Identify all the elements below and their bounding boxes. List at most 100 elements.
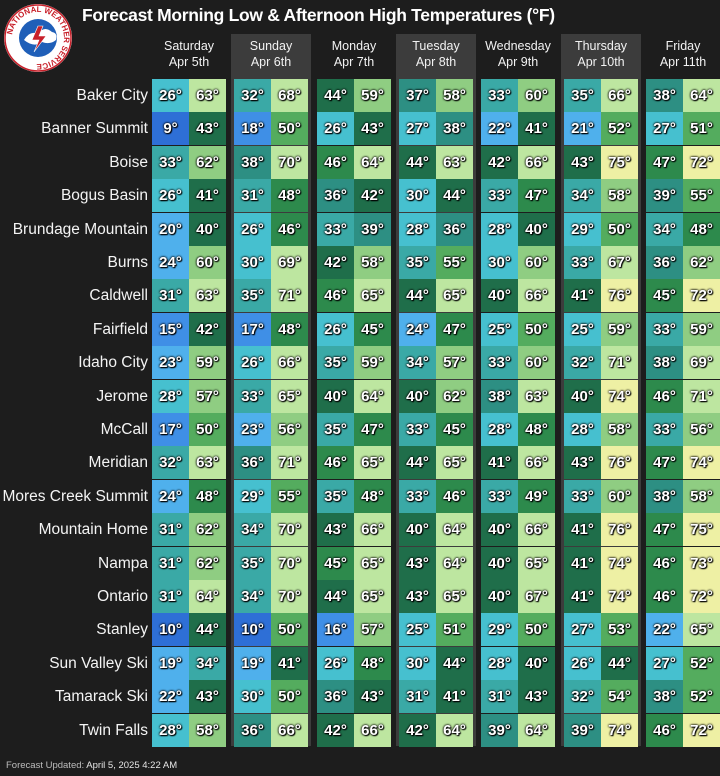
high-temp-cell: 65°	[354, 547, 391, 580]
high-temp-cell: 48°	[189, 480, 226, 513]
high-temp-cell: 64°	[436, 714, 473, 747]
low-temp-cell: 30°	[481, 246, 518, 279]
low-temp-cell: 40°	[317, 380, 354, 413]
day-header-row: Saturday Apr 5th Sunday Apr 6th Monday Apr 7t…	[0, 38, 720, 76]
low-temp-cell: 46°	[317, 279, 354, 312]
high-temp-cell: 52°	[601, 112, 638, 145]
low-temp-cell: 46°	[646, 714, 683, 747]
low-temp-cell: 35°	[317, 413, 354, 446]
high-temp-cell: 66°	[518, 279, 555, 312]
high-temp-cell: 47°	[436, 313, 473, 346]
high-temp-cell: 65°	[354, 279, 391, 312]
high-temp-cell: 64°	[683, 79, 720, 112]
high-temp-cell: 45°	[436, 413, 473, 446]
high-temp-cell: 56°	[271, 413, 308, 446]
high-temp-cell: 39°	[354, 213, 391, 246]
low-temp-cell: 32°	[564, 346, 601, 379]
high-temp-cell: 55°	[436, 246, 473, 279]
low-temp-cell: 40°	[481, 279, 518, 312]
day-header: Saturday Apr 5th	[152, 38, 226, 70]
low-temp-cell: 33°	[481, 480, 518, 513]
high-temp-cell: 63°	[189, 446, 226, 479]
low-temp-cell: 35°	[234, 279, 271, 312]
low-temp-cell: 30°	[399, 179, 436, 212]
location-name: Banner Summit	[41, 120, 148, 137]
low-temp-cell: 33°	[399, 480, 436, 513]
low-temp-cell: 31°	[152, 513, 189, 546]
location-name: Sun Valley Ski	[49, 655, 148, 672]
high-temp-cell: 64°	[436, 547, 473, 580]
high-temp-cell: 42°	[354, 179, 391, 212]
table-row: Twin Falls 28° 58° 36° 66° 42° 66° 42° 64° 39° 64°…	[0, 714, 720, 747]
table-row: Caldwell 31° 63° 35° 71° 46° 65° 44° 65° 40° 66° 41…	[0, 279, 720, 312]
low-temp-cell: 33°	[481, 79, 518, 112]
low-temp-cell: 38°	[646, 480, 683, 513]
low-temp-cell: 37°	[399, 79, 436, 112]
high-temp-cell: 71°	[271, 446, 308, 479]
low-temp-cell: 43°	[564, 146, 601, 179]
low-temp-cell: 25°	[564, 313, 601, 346]
table-row: Nampa 31° 62° 35° 70° 45° 65° 43° 64° 40° 65° 41° 74…	[0, 547, 720, 580]
low-temp-cell: 31°	[234, 179, 271, 212]
low-temp-cell: 41°	[564, 580, 601, 613]
high-temp-cell: 66°	[518, 513, 555, 546]
high-temp-cell: 62°	[189, 513, 226, 546]
high-temp-cell: 43°	[189, 112, 226, 145]
low-temp-cell: 29°	[481, 613, 518, 646]
low-temp-cell: 31°	[481, 680, 518, 713]
low-temp-cell: 44°	[399, 446, 436, 479]
low-temp-cell: 27°	[399, 112, 436, 145]
high-temp-cell: 70°	[271, 513, 308, 546]
high-temp-cell: 65°	[354, 580, 391, 613]
day-name: Thursday	[574, 39, 628, 53]
high-temp-cell: 48°	[683, 213, 720, 246]
high-temp-cell: 45°	[354, 313, 391, 346]
day-date: Apr 9th	[497, 55, 539, 69]
low-temp-cell: 28°	[481, 213, 518, 246]
low-temp-cell: 45°	[646, 279, 683, 312]
low-temp-cell: 44°	[317, 79, 354, 112]
high-temp-cell: 55°	[271, 480, 308, 513]
table-row: Brundage Mountain 20° 40° 26° 46° 33° 39° 28° 36…	[0, 213, 720, 246]
low-temp-cell: 28°	[481, 647, 518, 680]
location-name: Bogus Basin	[60, 187, 148, 204]
low-temp-cell: 35°	[317, 346, 354, 379]
high-temp-cell: 36°	[436, 213, 473, 246]
table-row: Tamarack Ski 22° 43° 30° 50° 36° 43° 31° 41° 31° 4…	[0, 680, 720, 713]
high-temp-cell: 44°	[436, 179, 473, 212]
day-date: Apr 7th	[333, 55, 375, 69]
high-temp-cell: 72°	[683, 714, 720, 747]
low-temp-cell: 40°	[564, 380, 601, 413]
high-temp-cell: 66°	[271, 714, 308, 747]
high-temp-cell: 44°	[189, 613, 226, 646]
chart-title: Forecast Morning Low & Afternoon High Te…	[82, 5, 555, 25]
day-header: Wednesday Apr 9th	[481, 38, 555, 70]
low-temp-cell: 33°	[481, 346, 518, 379]
table-row: Boise 33° 62° 38° 70° 46° 64° 44° 63° 42° 66° 43° 75…	[0, 146, 720, 179]
day-date: Apr 5th	[168, 55, 210, 69]
high-temp-cell: 50°	[189, 413, 226, 446]
high-temp-cell: 67°	[601, 246, 638, 279]
table-row: Jerome 28° 57° 33° 65° 40° 64° 40° 62° 38° 63° 40° 7…	[0, 380, 720, 413]
low-temp-cell: 22°	[152, 680, 189, 713]
high-temp-cell: 71°	[601, 346, 638, 379]
low-temp-cell: 35°	[399, 246, 436, 279]
high-temp-cell: 60°	[518, 346, 555, 379]
high-temp-cell: 50°	[271, 613, 308, 646]
table-row: Fairfield 15° 42° 17° 48° 26° 45° 24° 47° 25° 50° 2…	[0, 313, 720, 346]
low-temp-cell: 30°	[399, 647, 436, 680]
low-temp-cell: 26°	[564, 647, 601, 680]
low-temp-cell: 18°	[234, 112, 271, 145]
high-temp-cell: 66°	[354, 513, 391, 546]
low-temp-cell: 42°	[481, 146, 518, 179]
high-temp-cell: 48°	[271, 179, 308, 212]
high-temp-cell: 57°	[189, 380, 226, 413]
high-temp-cell: 53°	[601, 613, 638, 646]
low-temp-cell: 29°	[234, 480, 271, 513]
high-temp-cell: 70°	[271, 580, 308, 613]
high-temp-cell: 65°	[436, 580, 473, 613]
day-name: Monday	[331, 39, 377, 53]
low-temp-cell: 38°	[481, 380, 518, 413]
low-temp-cell: 17°	[234, 313, 271, 346]
table-row: Ontario 31° 64° 34° 70° 44° 65° 43° 65° 40° 67° 41°…	[0, 580, 720, 613]
